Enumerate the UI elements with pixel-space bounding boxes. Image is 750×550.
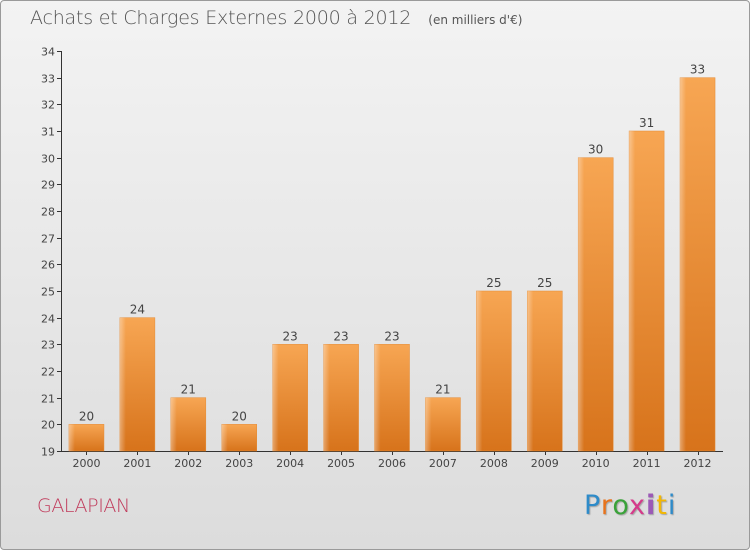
y-tick-label: 27 (41, 233, 55, 246)
x-tick-label: 2009 (531, 457, 559, 470)
y-tick-label: 30 (41, 153, 55, 166)
bar-highlight (119, 317, 126, 451)
x-tick-label: 2004 (276, 457, 304, 470)
x-tick-label: 2007 (429, 457, 457, 470)
y-tick-label: 20 (41, 419, 55, 432)
bar-highlight (629, 131, 636, 451)
bar-highlight (272, 344, 279, 451)
y-tick-label: 24 (41, 313, 55, 326)
bar-highlight (527, 291, 534, 451)
data-label: 23 (333, 329, 348, 343)
y-tick-label: 32 (41, 99, 55, 112)
data-label: 24 (130, 303, 145, 317)
logo-letter: t (656, 490, 668, 521)
y-tick-label: 25 (41, 286, 55, 299)
logo-letter: i (667, 490, 677, 521)
x-tick-label: 2005 (327, 457, 355, 470)
bar-highlight (374, 344, 381, 451)
chart-unit-note: (en milliers d'€) (428, 13, 523, 27)
y-tick-label: 22 (41, 366, 55, 379)
bar-highlight (476, 291, 483, 451)
bar-highlight (221, 424, 228, 451)
x-tick-label: 2008 (480, 457, 508, 470)
y-tick-label: 28 (41, 206, 55, 219)
x-tick-label: 2003 (225, 457, 253, 470)
logo-letter: i (646, 490, 657, 521)
y-tick-label: 26 (41, 259, 55, 272)
bar-highlight (68, 424, 75, 451)
data-label: 33 (690, 63, 705, 77)
data-label: 21 (435, 383, 450, 397)
x-tick-label: 2006 (378, 457, 406, 470)
x-tick-label: 2010 (582, 457, 610, 470)
bar-highlight (170, 397, 177, 451)
bars-group (68, 77, 716, 452)
bar-highlight (425, 397, 432, 451)
y-tick-label: 29 (41, 179, 55, 192)
bar-highlight (578, 157, 585, 451)
proxiti-logo[interactable]: Proxiti (584, 490, 676, 521)
data-label: 20 (232, 409, 247, 423)
data-label: 23 (283, 329, 298, 343)
logo-letter: x (629, 490, 647, 521)
data-label: 23 (384, 329, 399, 343)
x-axis-ticks: 2000 2001 2002 2003 2004 2005 2006 2007 2008 2009… (72, 451, 712, 470)
title-row: Achats et Charges Externes 2000 à 2012 (… (30, 7, 522, 29)
x-tick-label: 2002 (174, 457, 202, 470)
y-tick-label: 34 (41, 46, 55, 59)
y-tick-label: 31 (41, 126, 55, 139)
y-tick-label: 19 (41, 446, 55, 459)
data-label: 31 (639, 116, 654, 130)
x-tick-label: 2000 (72, 457, 100, 470)
x-tick-label: 2001 (123, 457, 151, 470)
data-label: 30 (588, 143, 603, 157)
data-label: 21 (181, 383, 196, 397)
data-labels-group: 20 24 21 20 23 23 23 21 25 25 30 31 33 (79, 63, 705, 424)
bar-highlight (323, 344, 330, 451)
y-axis-ticks: 19 20 21 22 23 24 25 26 27 28 29 30 31 32 33 34 (41, 46, 61, 459)
commune-label: GALAPIAN (37, 495, 130, 517)
logo-letter: r (600, 490, 613, 521)
y-tick-label: 23 (41, 339, 55, 352)
data-label: 25 (537, 276, 552, 290)
data-label: 25 (486, 276, 501, 290)
x-tick-label: 2011 (633, 457, 661, 470)
logo-letter: o (612, 490, 630, 521)
chart-title: Achats et Charges Externes 2000 à 2012 (30, 7, 412, 29)
bar-highlight (680, 77, 687, 452)
y-tick-label: 33 (41, 73, 55, 86)
data-label: 20 (79, 409, 94, 423)
x-tick-label: 2012 (684, 457, 712, 470)
logo-letter: P (584, 490, 601, 521)
y-tick-label: 21 (41, 393, 55, 406)
